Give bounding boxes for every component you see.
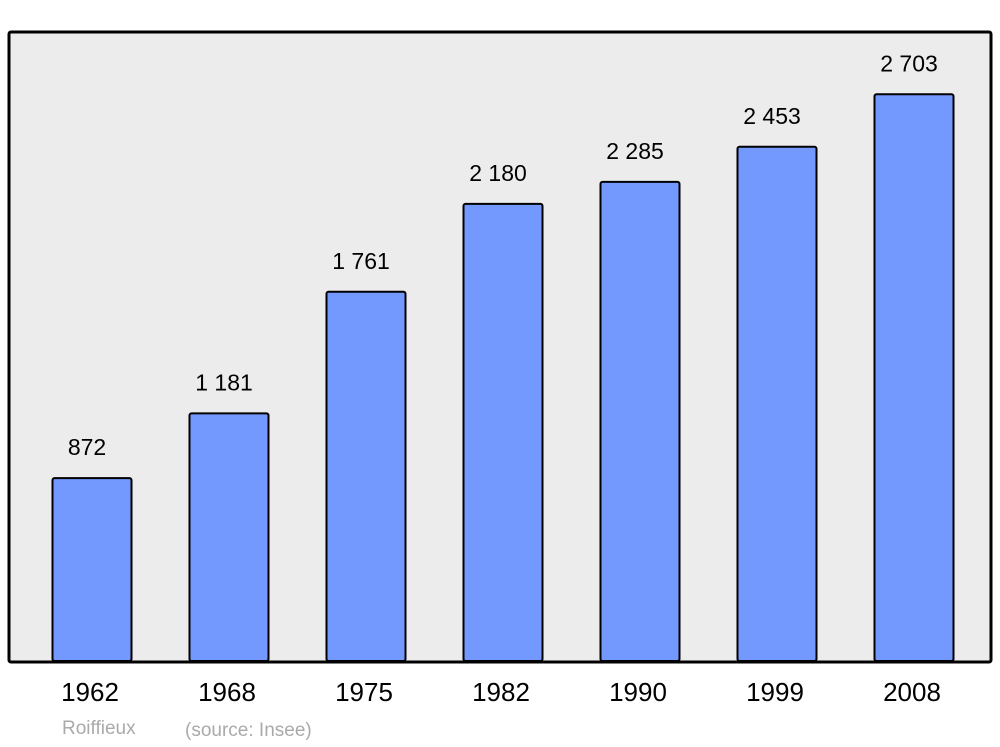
value-label: 872 — [68, 434, 106, 460]
x-tick-label: 1962 — [61, 677, 119, 707]
source: (source: Insee) — [185, 720, 312, 741]
x-tick-label: 1990 — [609, 677, 667, 707]
bar — [325, 290, 407, 662]
bar — [736, 145, 818, 662]
caption: Roiffieux — [62, 718, 136, 739]
value-label: 2 703 — [880, 50, 938, 76]
bar — [51, 477, 133, 662]
bar — [873, 93, 955, 662]
x-tick-label: 2008 — [883, 677, 941, 707]
value-label: 2 180 — [469, 160, 527, 186]
value-label: 2 285 — [606, 138, 664, 164]
bar — [462, 202, 544, 662]
value-label: 1 761 — [332, 248, 390, 274]
value-label: 2 453 — [743, 103, 801, 129]
value-label: 1 181 — [195, 369, 253, 395]
bar — [599, 180, 681, 663]
bar — [188, 412, 270, 662]
x-tick-label: 1975 — [335, 677, 393, 707]
x-tick-label: 1968 — [198, 677, 256, 707]
x-tick-label: 1999 — [746, 677, 804, 707]
x-tick-label: 1982 — [472, 677, 530, 707]
